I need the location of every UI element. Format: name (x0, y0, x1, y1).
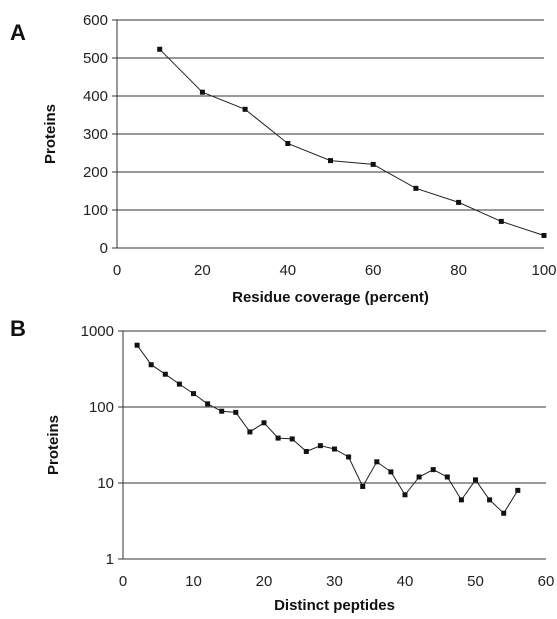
x-tick-label: 30 (326, 573, 343, 590)
x-tick-label: 60 (538, 573, 555, 590)
x-tick-label: 0 (113, 262, 121, 279)
data-point (487, 497, 493, 503)
x-tick-label: 0 (119, 573, 127, 590)
data-point (360, 483, 366, 489)
y-axis-title: Proteins (45, 415, 62, 475)
x-tick-label: 100 (531, 262, 556, 279)
data-point (416, 474, 422, 480)
y-tick-label: 10 (97, 475, 114, 492)
data-point (456, 199, 462, 205)
y-tick-label: 200 (83, 164, 108, 181)
x-tick-label: 40 (279, 262, 296, 279)
data-point (328, 158, 333, 164)
data-point (541, 232, 547, 238)
data-point (157, 46, 163, 52)
panel-letter: A (10, 20, 26, 45)
data-point (176, 381, 182, 387)
data-point (370, 161, 376, 167)
data-point (515, 487, 521, 493)
series-line (159, 48, 545, 236)
data-point (289, 436, 295, 442)
y-tick-label: 0 (100, 240, 108, 257)
data-point (501, 510, 507, 516)
y-tick-label: 400 (83, 88, 108, 105)
x-tick-label: 50 (467, 573, 484, 590)
data-point (444, 474, 450, 480)
data-point (219, 408, 225, 414)
x-axis-title: Residue coverage (percent) (232, 289, 429, 306)
data-point (374, 459, 380, 465)
data-point (205, 401, 211, 407)
data-point (275, 435, 281, 441)
x-tick-label: 10 (185, 573, 202, 590)
data-point (402, 492, 408, 498)
data-point (162, 371, 168, 377)
panel-letter: B (10, 316, 26, 341)
data-point (332, 446, 337, 452)
x-tick-label: 40 (397, 573, 414, 590)
x-tick-label: 20 (194, 262, 211, 279)
data-point (191, 391, 196, 397)
y-tick-label: 600 (83, 12, 108, 29)
data-point (458, 497, 464, 503)
data-point (430, 467, 436, 473)
panel-a: A 0 100 200 300 400 500 600 0 20 40 60 80 100 Residue … (10, 12, 557, 306)
data-point (388, 469, 394, 475)
x-tick-label: 80 (450, 262, 467, 279)
y-tick-label: 1000 (81, 323, 114, 340)
y-tick-label: 100 (89, 399, 114, 416)
x-tick-label: 20 (256, 573, 273, 590)
data-point (242, 106, 248, 112)
y-tick-label: 1 (106, 551, 114, 568)
x-axis-title: Distinct peptides (274, 597, 395, 614)
data-point (317, 443, 323, 449)
data-point (134, 342, 140, 348)
data-point (346, 454, 352, 460)
data-point (413, 185, 419, 191)
data-point (498, 218, 504, 224)
data-point (199, 89, 205, 95)
x-tick-label: 60 (365, 262, 382, 279)
y-tick-label: 500 (83, 50, 108, 67)
data-point (247, 429, 253, 435)
data-point (473, 477, 478, 483)
data-point (233, 409, 239, 415)
y-tick-label: 100 (83, 202, 108, 219)
data-point (261, 420, 267, 426)
y-tick-label: 300 (83, 126, 108, 143)
data-point (303, 448, 309, 454)
data-point (285, 141, 291, 146)
panel-b: B 1 10 100 1000 0 10 20 30 40 50 60 Distinct peptide… (10, 316, 554, 614)
series-line (136, 344, 519, 514)
y-axis-title: Proteins (42, 104, 59, 164)
data-point (148, 362, 154, 368)
